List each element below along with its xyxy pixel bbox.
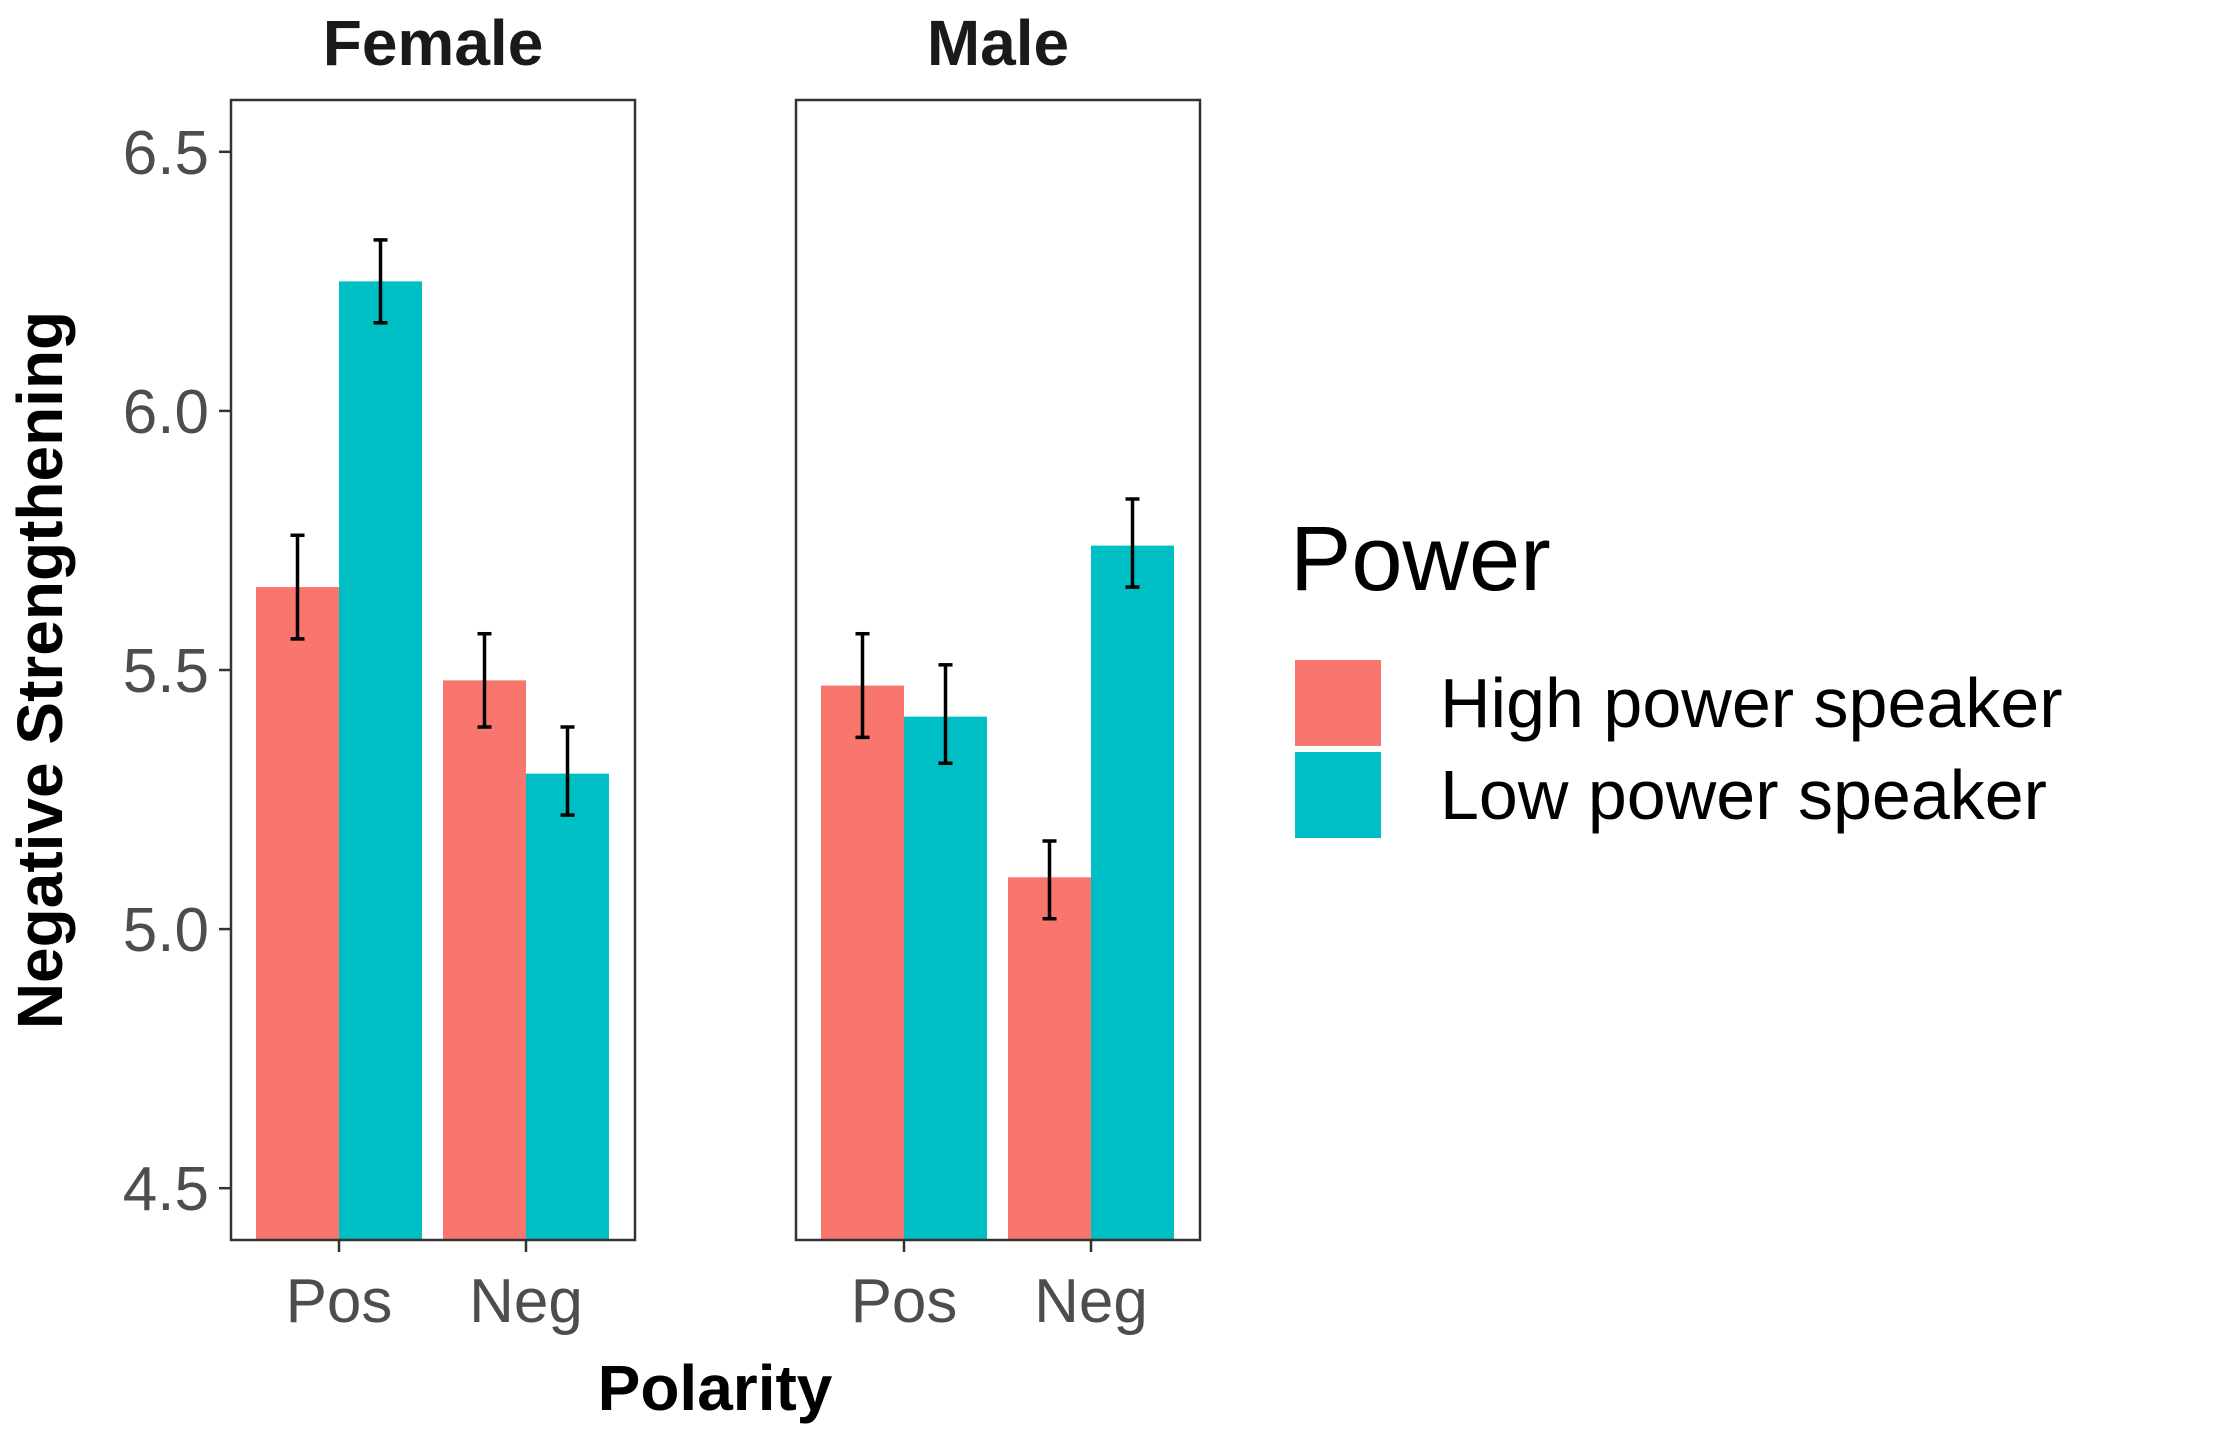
bar-male-neg-low	[1091, 545, 1174, 1240]
y-tick-label: 4.5	[123, 1155, 209, 1224]
error-bar	[373, 238, 388, 325]
y-tick-label: 6.5	[123, 119, 209, 188]
x-tick-label: Neg	[469, 1267, 583, 1336]
x-tick-label: Pos	[286, 1267, 393, 1336]
error-bar	[560, 725, 575, 817]
y-axis: 4.5 5.0 5.5 6.0 6.5	[123, 119, 231, 1224]
legend: Power High power speaker Low power speake…	[1290, 508, 2063, 838]
bar-male-pos-low	[904, 716, 987, 1240]
legend-key	[1295, 660, 1381, 746]
bar-female-pos-low	[339, 281, 422, 1240]
legend-title: Power	[1290, 508, 1551, 610]
error-bar	[1125, 497, 1140, 589]
panel-border	[794, 98, 1202, 1242]
bar-female-pos-high	[256, 587, 339, 1240]
legend-label: Low power speaker	[1440, 756, 2047, 834]
bar-female-neg-low	[526, 773, 609, 1240]
x-tick-label: Neg	[1034, 1267, 1148, 1336]
legend-item-low-power: Low power speaker	[1295, 752, 2047, 838]
facet-panel-female: Female Pos Neg	[229, 7, 637, 1336]
facet-panel-male: Male Pos Neg	[794, 7, 1202, 1336]
y-tick-label: 6.0	[123, 378, 209, 447]
y-tick-label: 5.5	[123, 637, 209, 706]
x-tick-label: Pos	[851, 1267, 958, 1336]
error-bar	[1042, 839, 1057, 921]
error-bar	[477, 631, 492, 729]
y-axis-title: Negative Strengthening	[4, 311, 76, 1029]
facet-panels: Female Pos Neg Male Pos Neg	[229, 7, 1202, 1336]
error-bar	[855, 631, 870, 740]
y-tick-label: 5.0	[123, 896, 209, 965]
legend-item-high-power: High power speaker	[1295, 660, 2063, 746]
facet-title: Male	[927, 7, 1069, 79]
x-axis-title: Polarity	[598, 1352, 833, 1424]
legend-label: High power speaker	[1440, 664, 2063, 742]
bar-male-neg-high	[1008, 877, 1091, 1240]
legend-key	[1295, 752, 1381, 838]
error-bar	[938, 663, 953, 766]
error-bar	[290, 533, 305, 641]
facet-title: Female	[323, 7, 544, 79]
bar-female-neg-high	[443, 680, 526, 1240]
bar-male-pos-high	[821, 685, 904, 1240]
